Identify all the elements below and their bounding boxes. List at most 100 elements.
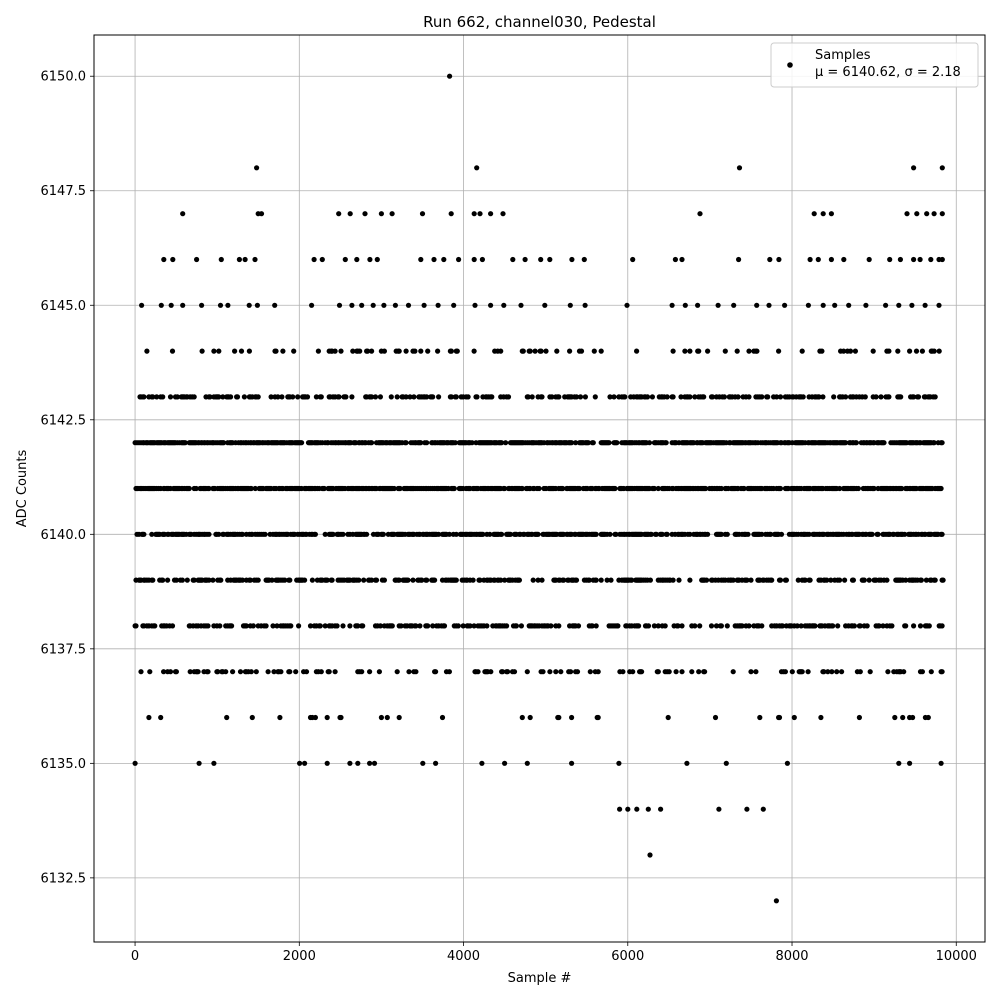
data-point (216, 531, 222, 537)
data-point (855, 485, 862, 492)
data-point (805, 669, 811, 675)
data-point (173, 577, 179, 583)
y-tick-label: 6137.5 (41, 642, 87, 657)
data-point (873, 394, 879, 400)
data-point (825, 669, 831, 675)
data-point (367, 669, 373, 675)
data-point (806, 531, 812, 537)
data-point (295, 394, 301, 400)
data-point (625, 806, 631, 812)
data-point (174, 394, 180, 400)
data-point (417, 623, 423, 629)
data-point (573, 577, 580, 583)
data-point (324, 714, 330, 721)
data-point (448, 348, 454, 354)
data-point (381, 302, 387, 308)
axis-ticks: 0 2000 4000 6000 8000 10000 6132.5 6135.0 6137.5… (41, 70, 977, 964)
data-point (898, 394, 904, 400)
data-point (228, 394, 234, 400)
data-point (207, 394, 213, 400)
data-point (471, 256, 477, 263)
data-point (511, 669, 518, 675)
data-point (821, 669, 827, 675)
data-point (857, 623, 863, 629)
data-point (340, 623, 346, 629)
data-point (269, 577, 275, 583)
data-point (329, 577, 335, 583)
data-point (322, 531, 328, 537)
data-point (744, 806, 750, 812)
data-point (293, 669, 299, 675)
data-point (405, 577, 411, 583)
data-point (396, 577, 402, 583)
data-point (715, 302, 721, 308)
data-point (896, 302, 902, 308)
data-point (489, 394, 495, 400)
data-point (407, 394, 413, 400)
data-point (547, 669, 553, 675)
data-point (800, 394, 806, 400)
data-point (179, 577, 185, 583)
data-point (336, 211, 342, 217)
data-point (505, 394, 512, 400)
x-tick-label: 4000 (447, 949, 480, 964)
data-point (578, 348, 585, 354)
data-point (867, 669, 873, 675)
data-point (655, 485, 661, 492)
data-point (299, 440, 305, 446)
data-point (807, 256, 813, 263)
data-point (896, 760, 902, 766)
data-point (477, 211, 483, 217)
data-point (419, 577, 425, 583)
data-point (548, 623, 554, 629)
data-point (673, 669, 679, 675)
data-point (783, 577, 790, 583)
data-point (218, 256, 224, 263)
data-point (479, 256, 485, 263)
data-point (682, 302, 688, 308)
data-point (132, 760, 138, 766)
data-point (807, 577, 813, 583)
data-point (154, 394, 160, 400)
data-point (593, 623, 599, 629)
data-point (722, 348, 728, 354)
data-point (225, 302, 231, 308)
data-point (216, 394, 222, 400)
data-point (765, 394, 771, 400)
data-point (634, 806, 640, 812)
y-tick-label: 6132.5 (41, 871, 87, 886)
data-point (932, 577, 938, 583)
data-point (576, 485, 583, 492)
data-point (230, 669, 236, 675)
data-point (645, 806, 651, 812)
data-point (696, 669, 702, 675)
data-point (309, 302, 315, 308)
data-point (152, 623, 158, 629)
data-point (282, 577, 288, 583)
data-point (754, 302, 760, 308)
data-point (453, 577, 459, 583)
data-point (232, 348, 238, 354)
data-point (381, 348, 387, 354)
data-point (864, 623, 870, 629)
data-point (377, 394, 383, 400)
data-point (302, 577, 308, 583)
data-point (472, 302, 478, 308)
data-point (217, 302, 224, 308)
data-point (607, 531, 613, 537)
data-point (774, 394, 780, 400)
data-point (161, 256, 167, 263)
data-point (412, 348, 418, 354)
data-point (549, 394, 555, 400)
data-point (273, 348, 279, 354)
data-point (529, 394, 535, 400)
data-point (446, 669, 452, 675)
y-axis-label: ADC Counts (15, 450, 30, 528)
data-point (892, 714, 898, 721)
data-point (614, 440, 620, 446)
data-point (871, 485, 877, 492)
data-point (324, 577, 330, 583)
data-point (938, 760, 944, 766)
data-point (144, 348, 150, 354)
data-point (913, 348, 920, 354)
